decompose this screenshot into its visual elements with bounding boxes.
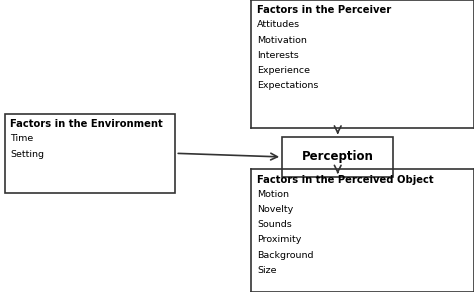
Text: Experience: Experience — [257, 66, 310, 75]
Text: Factors in the Perceiver: Factors in the Perceiver — [257, 5, 391, 15]
Text: Sounds: Sounds — [257, 220, 292, 229]
Text: Motivation: Motivation — [257, 36, 307, 45]
Text: Attitudes: Attitudes — [257, 20, 300, 29]
Text: Expectations: Expectations — [257, 81, 318, 90]
Text: Background: Background — [257, 251, 313, 260]
Text: Factors in the Perceived Object: Factors in the Perceived Object — [257, 175, 434, 185]
Bar — [282, 137, 393, 177]
Text: Setting: Setting — [10, 150, 45, 159]
Text: Proximity: Proximity — [257, 235, 301, 244]
Text: Motion: Motion — [257, 190, 289, 199]
Text: Interests: Interests — [257, 51, 299, 60]
Text: Novelty: Novelty — [257, 205, 293, 214]
Text: Perception: Perception — [302, 150, 374, 164]
Bar — [5, 114, 175, 193]
Text: Size: Size — [257, 266, 276, 275]
Text: Factors in the Environment: Factors in the Environment — [10, 119, 163, 129]
Text: Time: Time — [10, 134, 34, 143]
